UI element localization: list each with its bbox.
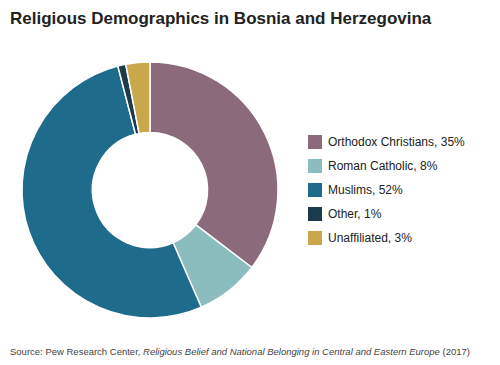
- legend-swatch: [308, 183, 322, 197]
- source-part: Religious Belief and National Belonging …: [143, 346, 440, 357]
- legend-item: Roman Catholic, 8%: [308, 159, 438, 173]
- legend-item: Muslims, 52%: [308, 183, 403, 197]
- source: Source: Pew Research Center, Religious B…: [10, 346, 470, 357]
- slice: [126, 62, 150, 133]
- legend-swatch: [308, 231, 322, 245]
- legend-label: Other, 1%: [328, 207, 382, 221]
- legend-label: Roman Catholic, 8%: [328, 159, 438, 173]
- legend-swatch: [308, 135, 322, 149]
- donut: [22, 62, 278, 318]
- legend-label: Unaffiliated, 3%: [328, 231, 412, 245]
- legend-item: Unaffiliated, 3%: [308, 231, 412, 245]
- legend-item: Other, 1%: [308, 207, 382, 221]
- legend-label: Orthodox Christians, 35%: [328, 135, 465, 149]
- legend-label: Muslims, 52%: [328, 183, 403, 197]
- legend-swatch: [308, 207, 322, 221]
- slice: [22, 66, 201, 318]
- legend-item: Orthodox Christians, 35%: [308, 135, 465, 149]
- chart: Religious Demographics in Bosnia and Her…: [0, 0, 500, 365]
- source-part: (2017): [440, 346, 470, 357]
- legend-swatch: [308, 159, 322, 173]
- source-part: Source: Pew Research Center,: [10, 346, 143, 357]
- legend: Orthodox Christians, 35% Roman Catholic, …: [308, 135, 465, 245]
- slice: [150, 62, 278, 268]
- title: Religious Demographics in Bosnia and Her…: [10, 9, 432, 28]
